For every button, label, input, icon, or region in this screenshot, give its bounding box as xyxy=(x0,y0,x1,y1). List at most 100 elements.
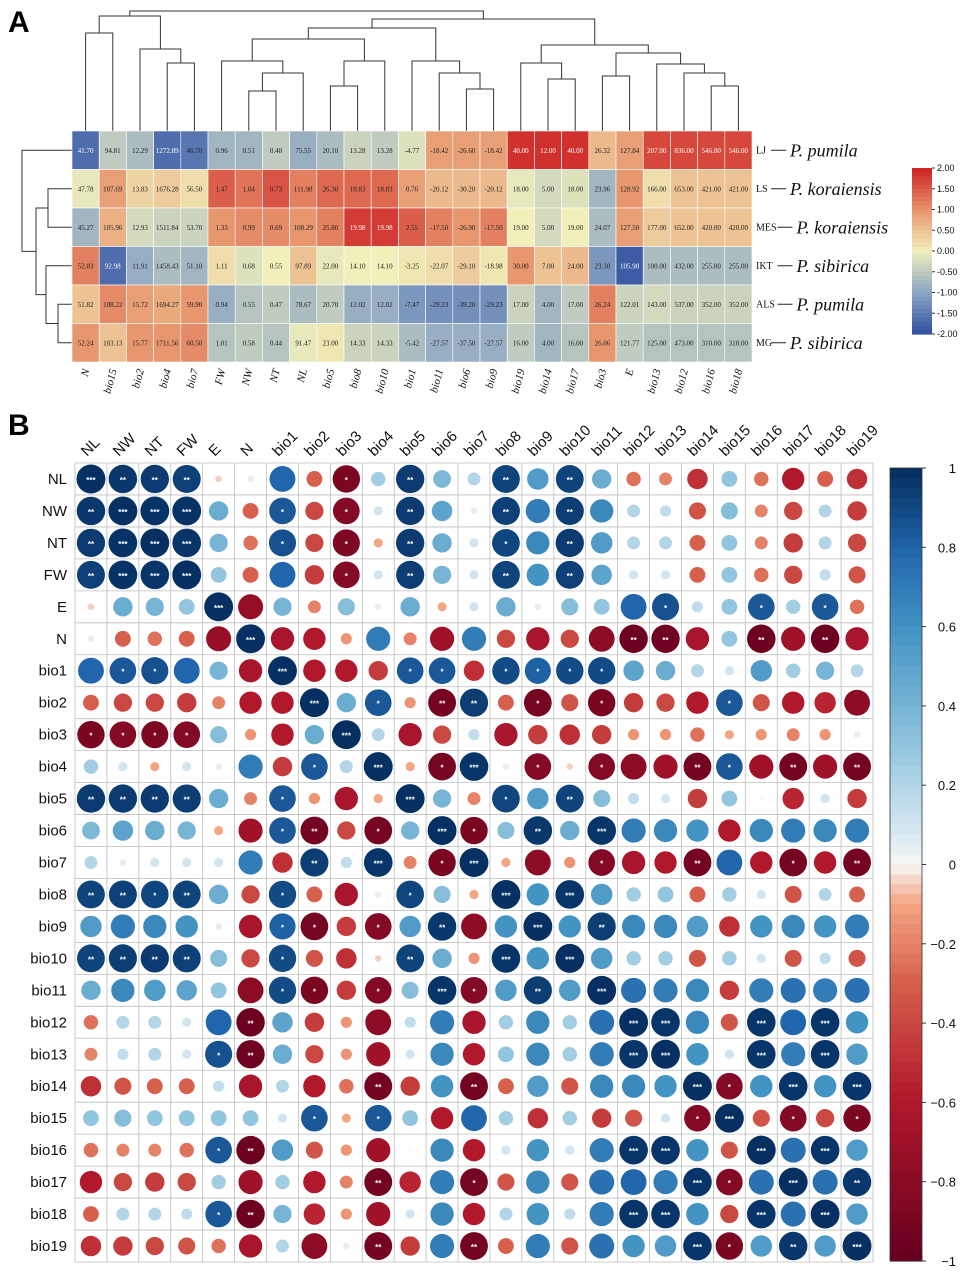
heatmap-cell-value: 100.00 xyxy=(647,262,667,270)
significance-marker: *** xyxy=(820,1019,830,1028)
correlation-circle xyxy=(469,538,479,548)
correlation-circle xyxy=(205,1040,233,1068)
heatmap-column-label: bio15 xyxy=(102,367,120,395)
heatmap-cell-value: 0.55 xyxy=(243,301,256,309)
correlation-circle xyxy=(619,1135,648,1165)
correlogram-row-label: bio5 xyxy=(39,791,67,808)
correlation-circle xyxy=(243,535,258,551)
significance-marker: ** xyxy=(439,700,446,709)
correlation-circle xyxy=(813,818,837,843)
heatmap-column-label: bio10 xyxy=(374,367,392,395)
correlation-circle xyxy=(756,953,766,963)
colorbar-segment xyxy=(890,586,922,598)
correlation-circle xyxy=(651,1039,680,1069)
correlation-circle xyxy=(589,1233,615,1259)
correlation-circle xyxy=(814,691,836,714)
correlation-circle xyxy=(593,790,611,808)
significance-marker: *** xyxy=(852,1243,862,1252)
correlation-circle xyxy=(172,944,201,973)
correlation-circle xyxy=(428,848,456,877)
heatmap-cell xyxy=(398,169,426,209)
correlation-circle xyxy=(268,529,297,557)
correlation-circle xyxy=(236,1008,265,1037)
correlation-circle xyxy=(844,977,870,1003)
heatmap-cell xyxy=(724,169,753,209)
color-scale-segment xyxy=(912,267,932,273)
correlation-circle xyxy=(395,528,425,558)
colorbar-segment xyxy=(890,577,922,588)
significance-marker: * xyxy=(377,923,381,932)
correlation-circle xyxy=(182,762,192,772)
heatmap-cell xyxy=(370,246,399,286)
correlogram-row-label: NT xyxy=(47,535,67,552)
heatmap-cell-value: 30.00 xyxy=(513,262,529,270)
heatmap-cell xyxy=(479,169,508,209)
significance-marker: *** xyxy=(374,764,384,773)
colorbar-segment xyxy=(890,953,922,965)
correlation-circle xyxy=(305,1141,323,1159)
heatmap-cell-value: 11.91 xyxy=(132,262,148,270)
heatmap-column-label: NW xyxy=(240,367,256,388)
colorbar-segment xyxy=(890,1062,922,1074)
heatmap-column-label: FW xyxy=(213,367,229,387)
correlation-circle xyxy=(364,1072,393,1101)
colorbar-label: 0.4 xyxy=(938,699,956,714)
significance-marker: *** xyxy=(820,1147,830,1156)
correlation-circle xyxy=(523,816,553,845)
correlation-circle xyxy=(364,1168,393,1197)
heatmap-cell-value: 13.83 xyxy=(132,185,148,193)
correlation-circle xyxy=(747,624,776,654)
heatmap-cell-value: -18.42 xyxy=(485,147,504,155)
significance-marker: * xyxy=(600,700,604,709)
color-scale-segment xyxy=(912,251,932,256)
correlation-circle xyxy=(340,633,352,645)
correlation-circle xyxy=(373,570,383,580)
correlation-circle xyxy=(754,471,769,487)
significance-marker: * xyxy=(377,1115,381,1124)
heatmap-cell xyxy=(615,284,644,324)
correlation-circle xyxy=(334,882,358,907)
correlogram-row-label: E xyxy=(57,599,67,616)
correlation-circle xyxy=(813,851,837,874)
colorbar-segment xyxy=(890,1122,922,1133)
correlation-circle xyxy=(108,784,138,813)
correlation-circle xyxy=(268,944,297,973)
correlation-circle xyxy=(172,464,201,493)
correlation-circle xyxy=(301,1233,328,1259)
heatmap-cell-value: -17.50 xyxy=(430,224,449,232)
colorbar-segment xyxy=(890,844,922,856)
colorbar-segment xyxy=(890,656,922,667)
significance-marker: ** xyxy=(311,860,318,869)
correlation-circle xyxy=(173,657,200,684)
correlation-circle xyxy=(275,1174,290,1190)
correlation-circle xyxy=(462,1138,486,1162)
significance-marker: ** xyxy=(152,955,159,964)
correlation-circle xyxy=(561,598,579,616)
colorbar-segment xyxy=(890,666,922,677)
correlation-circle xyxy=(148,1207,162,1221)
heatmap-cell-value: 52.24 xyxy=(78,339,94,347)
correlation-circle xyxy=(526,1010,550,1034)
heatmap-column-label: bio17 xyxy=(564,367,582,395)
correlation-circle xyxy=(750,851,773,874)
correlation-circle xyxy=(237,977,264,1004)
correlation-circle xyxy=(786,728,800,742)
correlation-circle xyxy=(560,820,580,841)
significance-marker: ** xyxy=(790,1243,797,1252)
correlation-circle xyxy=(590,532,613,554)
correlation-circle xyxy=(364,1232,393,1260)
correlation-circle xyxy=(143,914,167,939)
correlation-circle xyxy=(689,534,706,551)
correlation-circle xyxy=(332,465,361,493)
color-scale-segment xyxy=(912,201,932,206)
correlation-circle xyxy=(780,1201,806,1227)
correlation-circle xyxy=(590,499,614,523)
heatmap-cell-value: 14.33 xyxy=(377,339,393,347)
correlation-circle xyxy=(209,533,228,553)
dendrogram-branch xyxy=(411,60,461,131)
colorbar-segment xyxy=(890,606,922,618)
correlation-circle xyxy=(525,1233,550,1259)
heatmap-cell-value: 12.02 xyxy=(350,301,366,309)
colorbar-segment xyxy=(890,963,922,975)
